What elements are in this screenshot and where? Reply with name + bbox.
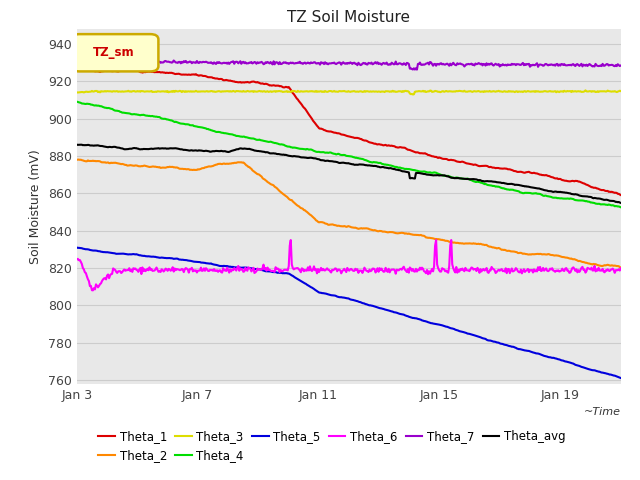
- Theta_6: [287, 237, 294, 243]
- Theta_avg: [103, 144, 111, 150]
- Legend: Theta_1, Theta_2, Theta_3, Theta_4, Theta_5, Theta_6, Theta_7, Theta_avg: Theta_1, Theta_2, Theta_3, Theta_4, Thet…: [93, 425, 570, 467]
- Title: TZ Soil Moisture: TZ Soil Moisture: [287, 10, 410, 25]
- Theta_6: [104, 272, 112, 277]
- Theta_7: [617, 62, 625, 68]
- Y-axis label: Soil Moisture (mV): Soil Moisture (mV): [29, 149, 42, 264]
- Line: Theta_7: Theta_7: [77, 60, 621, 70]
- Theta_4: [617, 204, 625, 210]
- Theta_1: [543, 173, 551, 179]
- Theta_4: [557, 195, 565, 201]
- Line: Theta_4: Theta_4: [77, 102, 621, 207]
- Theta_2: [73, 157, 81, 163]
- Theta_1: [73, 65, 81, 71]
- Theta_5: [458, 329, 465, 335]
- Theta_2: [403, 231, 411, 237]
- Theta_1: [458, 159, 466, 165]
- Theta_5: [557, 358, 565, 363]
- Theta_1: [75, 65, 83, 71]
- Theta_3: [402, 88, 410, 94]
- Line: Theta_6: Theta_6: [77, 240, 621, 290]
- Theta_7: [460, 62, 467, 68]
- Theta_4: [487, 182, 495, 188]
- Theta_avg: [617, 200, 625, 206]
- Theta_7: [96, 57, 104, 63]
- Theta_6: [460, 267, 467, 273]
- Theta_3: [543, 89, 551, 95]
- Theta_3: [458, 88, 466, 94]
- Theta_6: [617, 265, 625, 271]
- Theta_4: [73, 99, 81, 105]
- Theta_3: [488, 89, 495, 95]
- Theta_1: [403, 146, 411, 152]
- Theta_6: [73, 256, 81, 262]
- Theta_3: [409, 92, 417, 97]
- Text: TZ_sm: TZ_sm: [93, 46, 134, 59]
- Theta_avg: [557, 189, 565, 195]
- Theta_7: [544, 62, 552, 68]
- Theta_3: [617, 88, 625, 94]
- Theta_1: [488, 164, 495, 170]
- Line: Theta_2: Theta_2: [77, 159, 621, 268]
- Theta_avg: [542, 188, 550, 193]
- Theta_7: [559, 62, 567, 68]
- Theta_6: [404, 266, 412, 272]
- Line: Theta_avg: Theta_avg: [77, 144, 621, 203]
- Theta_5: [617, 375, 625, 381]
- Theta_5: [487, 338, 495, 344]
- Theta_6: [489, 266, 497, 272]
- Theta_2: [458, 240, 466, 246]
- Theta_7: [403, 60, 411, 66]
- Theta_2: [543, 252, 551, 257]
- Theta_5: [73, 245, 81, 251]
- Theta_6: [544, 268, 552, 274]
- Line: Theta_5: Theta_5: [77, 248, 621, 378]
- Theta_7: [413, 67, 420, 72]
- Theta_5: [402, 313, 410, 319]
- Theta_avg: [73, 142, 81, 147]
- Theta_avg: [402, 169, 410, 175]
- Theta_1: [559, 177, 566, 183]
- Theta_3: [73, 89, 81, 95]
- Theta_2: [104, 159, 112, 165]
- Theta_2: [75, 156, 83, 162]
- Theta_7: [489, 62, 497, 68]
- Theta_1: [104, 68, 112, 74]
- Line: Theta_3: Theta_3: [77, 90, 621, 95]
- Theta_4: [402, 166, 410, 172]
- Theta_1: [617, 192, 625, 198]
- Theta_6: [559, 268, 567, 274]
- Theta_6: [89, 288, 97, 293]
- Theta_5: [103, 249, 111, 255]
- Theta_avg: [487, 179, 495, 184]
- Text: ~Time: ~Time: [584, 407, 621, 417]
- Theta_4: [542, 193, 550, 199]
- Line: Theta_1: Theta_1: [77, 68, 621, 195]
- Theta_3: [582, 87, 589, 93]
- Theta_7: [73, 58, 81, 63]
- Theta_2: [617, 265, 625, 271]
- Theta_4: [458, 176, 465, 181]
- Theta_7: [104, 58, 112, 64]
- Theta_5: [542, 353, 550, 359]
- Theta_3: [103, 88, 111, 94]
- Theta_3: [559, 88, 566, 94]
- Theta_avg: [458, 176, 465, 181]
- Theta_2: [488, 244, 495, 250]
- Theta_4: [103, 105, 111, 111]
- FancyBboxPatch shape: [72, 34, 158, 72]
- Theta_2: [559, 254, 566, 260]
